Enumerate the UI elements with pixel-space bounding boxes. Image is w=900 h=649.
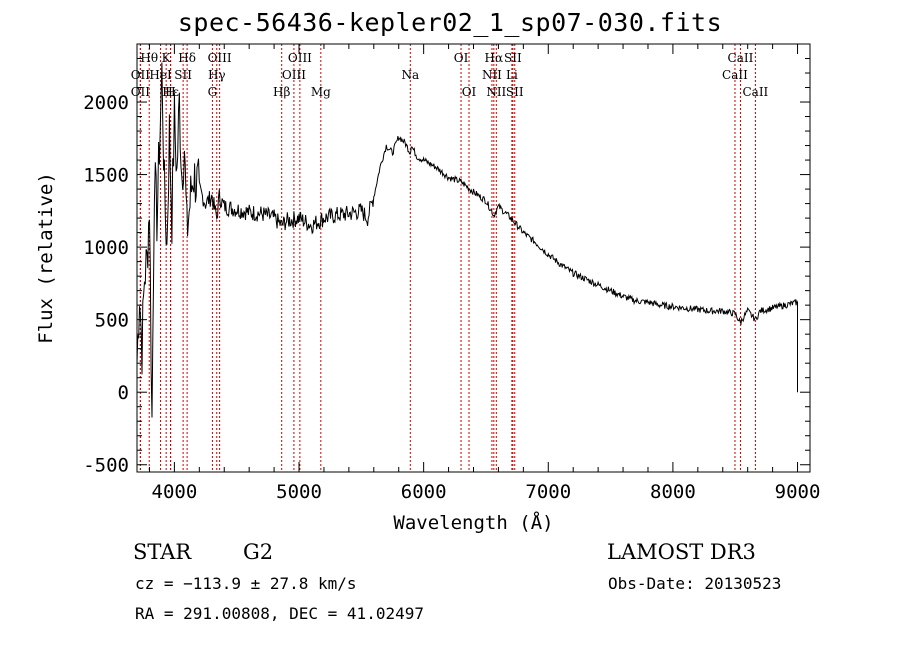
- spectral-line-label: CaII: [722, 68, 748, 82]
- spectral-line-label: K: [162, 51, 172, 65]
- x-tick-label: 5000: [276, 481, 322, 503]
- spectral-line-label: NII: [482, 68, 502, 82]
- spectral-line-label: OII: [131, 85, 151, 99]
- spectral-line-label: Hε: [162, 85, 179, 99]
- class-label: STAR: [133, 540, 192, 564]
- x-tick-label: 8000: [650, 481, 696, 503]
- spectral-line-label: Hθ: [140, 51, 158, 65]
- spectral-line-label: OIII: [208, 51, 232, 65]
- y-tick-label: 1500: [83, 165, 129, 187]
- velocity-readout: cz = −113.9 ± 27.8 km/s: [135, 574, 357, 593]
- spectral-line-label: CaII: [742, 85, 768, 99]
- y-tick-label: 1000: [83, 237, 129, 259]
- x-tick-label: 7000: [525, 481, 571, 503]
- spectral-line-label: SII: [174, 68, 192, 82]
- flux-series-line: [136, 62, 798, 418]
- chart-title: spec-56436-kepler02_1_sp07-030.fits: [177, 8, 723, 37]
- spectral-line-label: HeI: [149, 68, 172, 82]
- spectral-line-label: CaII: [728, 51, 754, 65]
- y-axis-label: Flux (relative): [35, 172, 57, 344]
- spectral-line-label: G: [208, 85, 218, 99]
- spectral-line-label: Mg: [311, 85, 331, 99]
- coordinates-readout: RA = 291.00808, DEC = 41.02497: [135, 604, 424, 623]
- spectral-line-label: Hδ: [178, 51, 196, 65]
- spectral-line-label: OIII: [282, 68, 306, 82]
- spectral-line-label: OII: [131, 68, 151, 82]
- spectral-line-label: Hα: [485, 51, 504, 65]
- y-tick-label: -500: [83, 455, 129, 477]
- x-axis-label: Wavelength (Å): [393, 511, 553, 534]
- spectral-line-label: Na: [401, 68, 419, 82]
- spectral-line-label: OI: [454, 51, 469, 65]
- obs-date: Obs-Date: 20130523: [608, 574, 782, 593]
- x-tick-label: 4000: [152, 481, 198, 503]
- spectral-line-label: OIII: [288, 51, 312, 65]
- y-tick-label: 500: [95, 310, 129, 332]
- survey-label: LAMOST DR3: [607, 540, 756, 564]
- spectral-line-label: Hβ: [273, 85, 290, 99]
- x-tick-label: 6000: [401, 481, 447, 503]
- spectral-line-label: H: [165, 85, 175, 99]
- subclass-label: G2: [243, 540, 274, 564]
- y-tick-label: 2000: [83, 92, 129, 114]
- spectral-line-label: Li: [506, 68, 518, 82]
- y-tick-label: 0: [118, 382, 129, 404]
- spectral-line-label: NII: [486, 85, 506, 99]
- spectral-line-label: SII: [504, 51, 522, 65]
- x-tick-label: 9000: [775, 481, 821, 503]
- spectral-line-label: SII: [506, 85, 524, 99]
- spectral-line-label: Hγ: [208, 68, 226, 82]
- spectral-line-label: OI: [462, 85, 477, 99]
- plot-frame: [136, 43, 811, 473]
